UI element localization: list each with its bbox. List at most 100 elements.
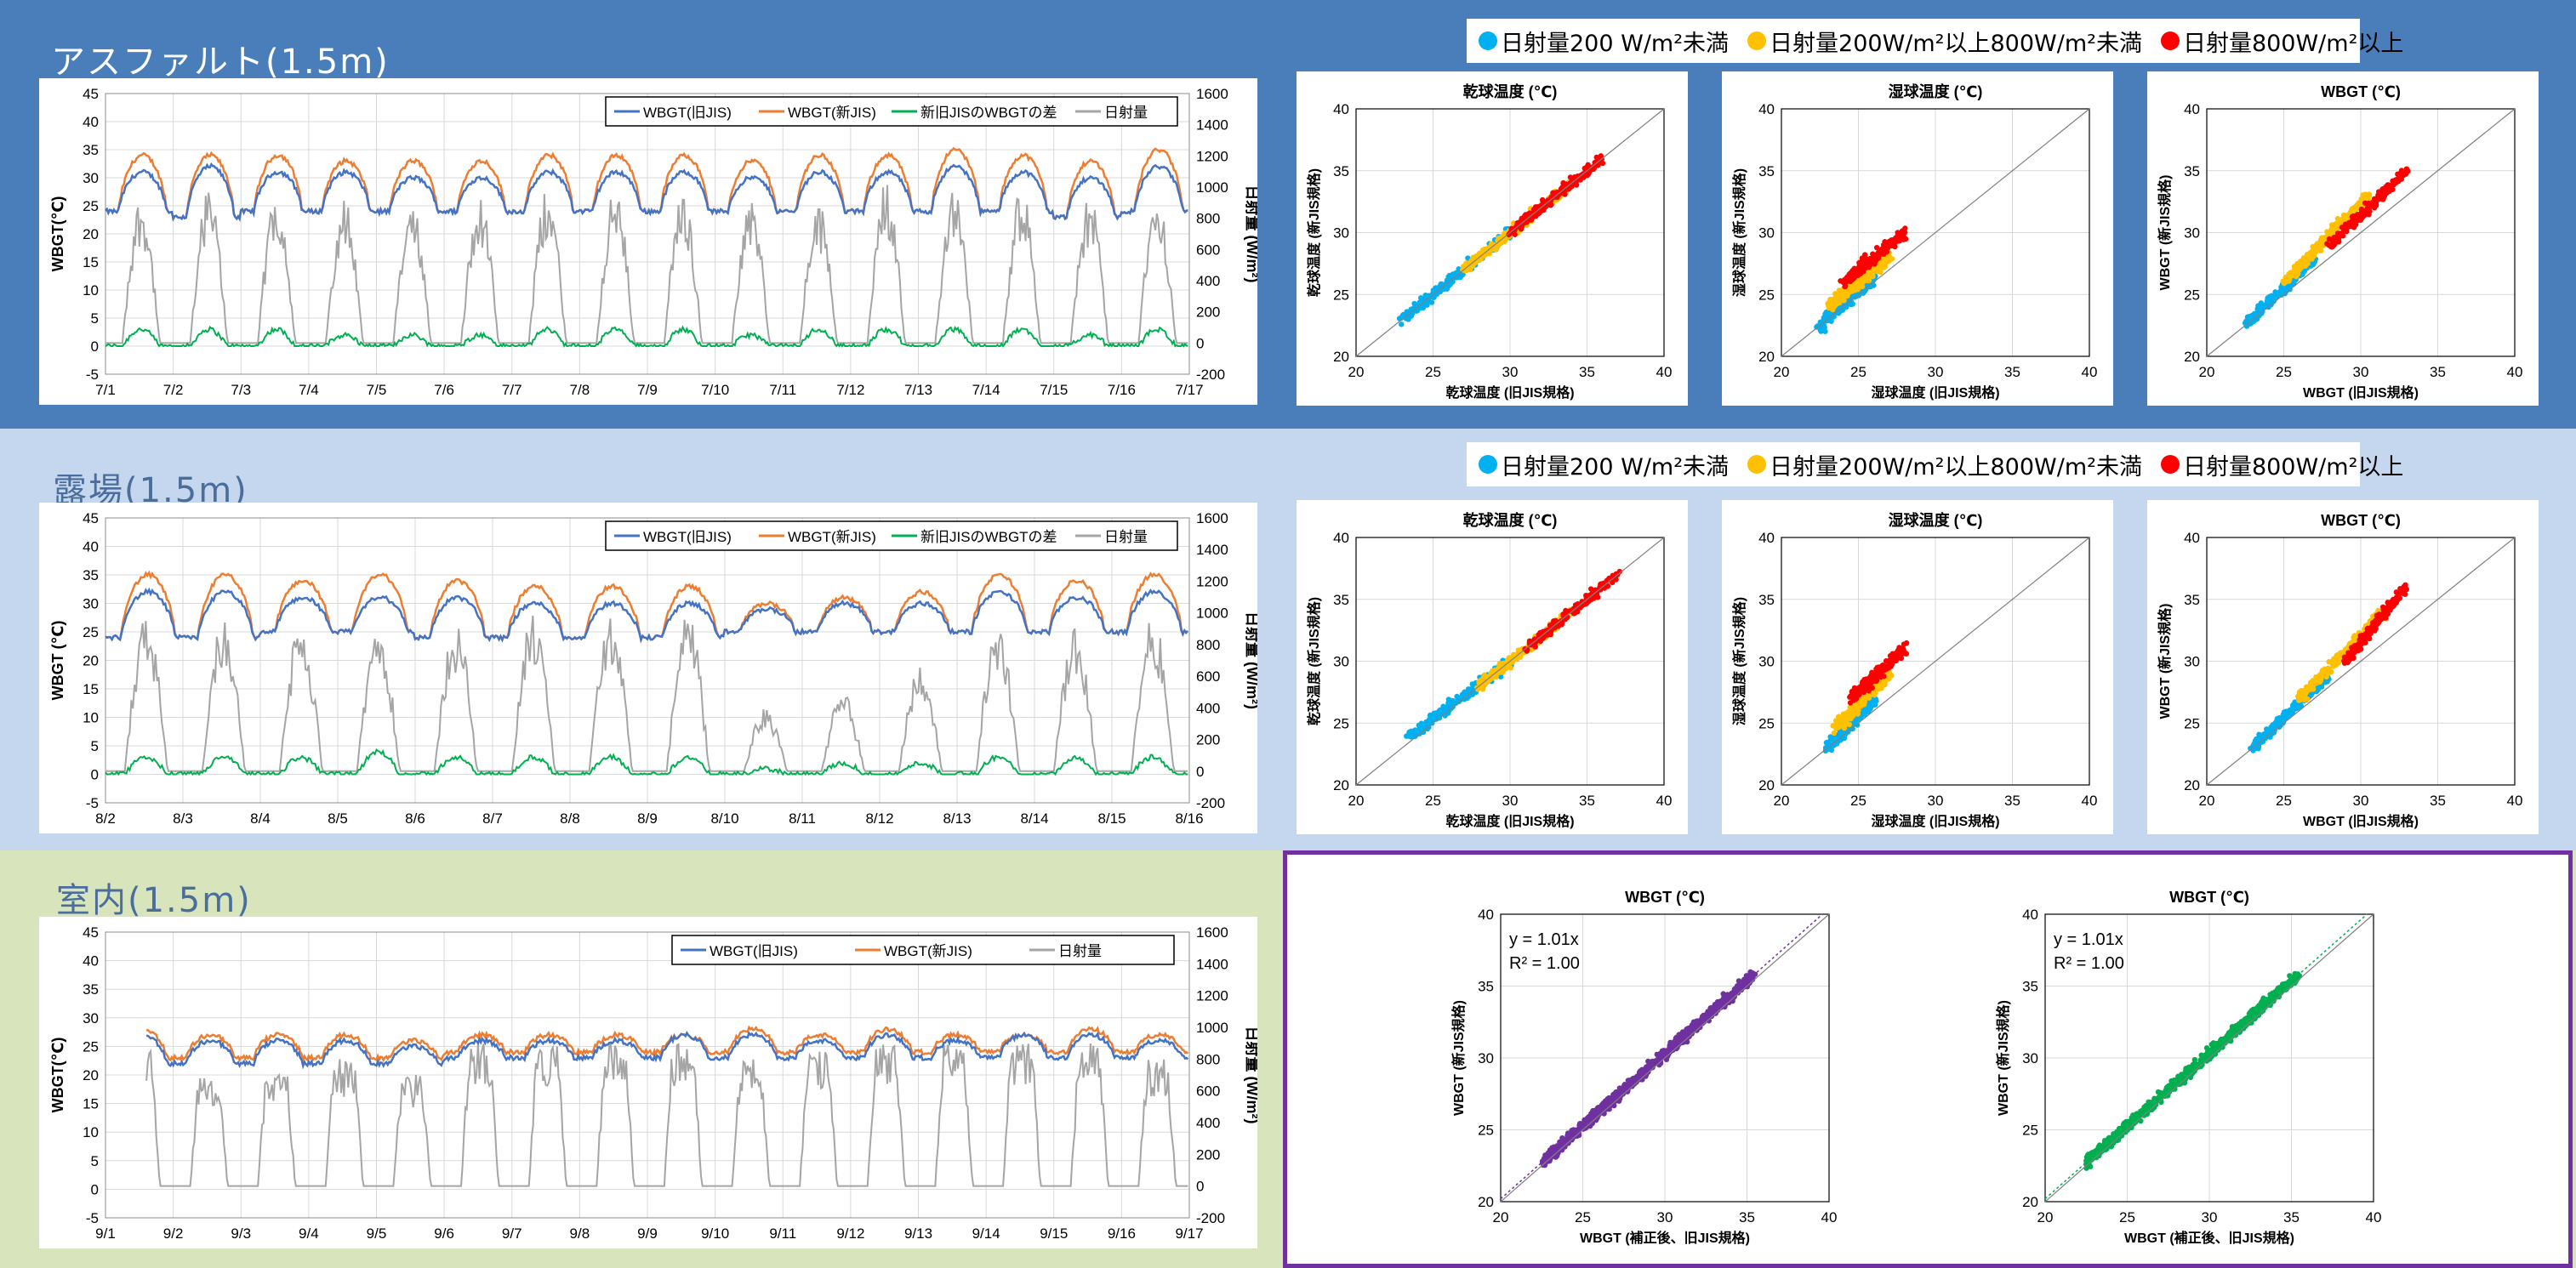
scatter-point [1577,603,1584,609]
y-tick-label: 25 [83,1038,99,1055]
x-tick-label: 40 [1821,1209,1838,1225]
y-tick-label: 30 [1333,225,1349,242]
legend-label: 新旧JISのWBGTの差 [920,105,1057,121]
y-tick-label: 35 [1478,979,1494,995]
x-axis-title: 湿球温度 (旧JIS規格) [1870,384,1999,401]
plot-area-border [1355,537,1665,786]
scatter-point [1832,299,1838,305]
scatter-point [1840,279,1847,286]
scatter-point [1422,296,1428,302]
y-axis-title: WBGT (新JIS規格) [2157,604,2173,719]
scatter-point [1588,591,1595,597]
y2-tick-label: 1400 [1196,542,1228,558]
legend-dot-mid [1747,31,1767,50]
y-tick-label: 40 [83,539,99,555]
x-tick-label: 25 [1425,793,1441,809]
scatter-title: WBGT (℃) [2321,83,2401,100]
scatter-point [2345,219,2352,226]
y-axis-title: 湿球温度 (新JIS規格) [1731,168,1747,298]
scatter-point [1512,231,1518,237]
scatter-point [1555,192,1562,198]
scatter-point [1428,713,1433,719]
legend-box [671,935,1175,965]
scatter-point [1541,207,1547,213]
y-tick-label: 40 [1758,530,1775,546]
scatter-point [2345,214,2351,220]
y-tick-label: 20 [1333,777,1349,793]
x-tick-label: 9/14 [972,1225,1000,1242]
scatter-point [1866,694,1872,701]
scatter-point [1860,687,1866,694]
y2-tick-label: 1600 [1196,86,1228,102]
y2-tick-label: 800 [1196,211,1220,227]
scatter-point [1861,268,1866,275]
y-tick-label: 0 [91,767,99,783]
x-tick-label: 7/15 [1040,382,1068,398]
scatter-point [1865,683,1872,689]
scatter-point [1845,726,1852,732]
y2-tick-label: 1600 [1196,924,1228,941]
scatter-point [2294,702,2300,708]
scatter-point [1873,678,1879,685]
x-axis-title: 湿球温度 (旧JIS規格) [1870,813,1999,829]
scatter-point [2326,230,2333,236]
plot-area-border [1781,537,2090,786]
scatter-point [2330,661,2337,667]
legend-label: WBGT(旧JIS) [710,943,798,959]
scatter-point [2375,189,2382,195]
legend-label: WBGT(新JIS) [884,943,972,959]
plot-area-border [2206,108,2516,357]
identity-line [2206,108,2516,357]
legend-label: 新旧JISのWBGTの差 [920,529,1057,545]
scatter-point [1849,713,1856,719]
y-tick-label: 35 [1333,592,1349,608]
scatter-point [2357,636,2362,643]
y-tick-label: 20 [83,226,99,242]
scatter-point [1887,240,1894,246]
scatter-point [1846,721,1853,728]
scatter-point [1433,715,1440,722]
scatter-point [1878,667,1885,674]
y-tick-label: 20 [1333,349,1349,365]
scatter-point [2284,274,2291,280]
x-tick-label: 35 [1579,793,1595,809]
scatter-point [2376,618,2382,625]
timeseries-chart-open-field: -5051015202530354045-2000200400600800100… [49,510,1257,827]
y-tick-label: 15 [83,681,99,697]
series-line-old-jis [105,162,1188,222]
y2-tick-label: 200 [1196,304,1220,321]
y-tick-label: 25 [1758,715,1775,731]
scatter-point [1872,261,1878,267]
y-tick-label: 45 [83,924,99,941]
legend-label: WBGT(新JIS) [788,529,876,545]
scatter-point [2393,589,2400,595]
x-tick-label: 9/2 [163,1225,184,1242]
y2-tick-label: 1000 [1196,606,1228,622]
scatter-point [2366,211,2372,218]
scatter-panel-indoor-purple: 20 20 25 25 30 30 35 35 40 40 WBGT (℃) WBGT (補正後、旧J… [1438,876,1880,1254]
scatter-point [1836,293,1842,299]
y-tick-label: 35 [83,981,99,998]
y2-tick-label: 600 [1196,1083,1220,1100]
x-tick-label: 40 [2082,793,2098,809]
scatter-point [2295,263,2301,270]
y-tick-label: 15 [83,1096,99,1112]
scatter-point [1573,182,1580,188]
y2-tick-label: 200 [1196,732,1220,748]
scatter-point [2281,280,2288,287]
scatter-point [1446,272,1453,279]
y2-tick-label: 600 [1196,668,1220,685]
section-title-indoor: 室内(1.5m) [56,881,252,920]
scatter-title: 湿球温度 (℃) [1889,511,1983,529]
legend-label: WBGT(旧JIS) [643,529,732,545]
x-tick-label: 7/16 [1108,382,1136,398]
scatter-point [1445,702,1451,709]
y-tick-label: 30 [2184,654,2200,670]
scatter-panel-open-wet: 20 20 25 25 30 30 35 35 40 40 湿球温度 (℃) 湿球温度 (旧JIS規格… [1722,500,2113,834]
x-tick-label: 20 [1774,364,1790,380]
scatter-point [2377,193,2384,199]
scatter-point [2314,244,2321,250]
